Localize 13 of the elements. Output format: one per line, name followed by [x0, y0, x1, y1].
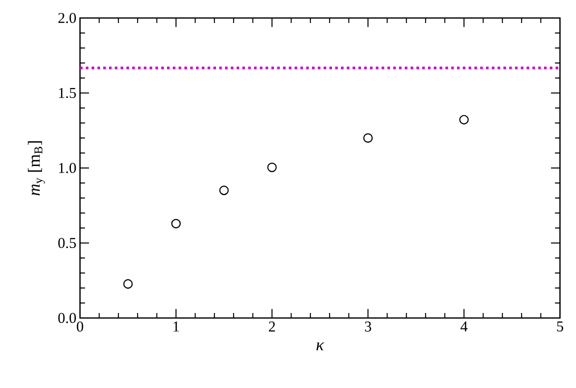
- x-tick-label: 4: [460, 322, 468, 332]
- x-tick-label: 3: [364, 322, 372, 332]
- y-tick-label: 0.0: [58, 312, 76, 324]
- x-tick-label: 2: [268, 322, 275, 332]
- x-tick-label: 0: [76, 322, 84, 332]
- x-tick-label: 5: [557, 322, 564, 332]
- x-axis-title: κ: [316, 342, 324, 350]
- y-tick-label: 0.5: [58, 238, 76, 248]
- y-tick-label: 2.0: [58, 12, 76, 24]
- x-tick-label: 1: [174, 322, 179, 332]
- y-tick-label: 1.5: [59, 88, 76, 98]
- y-tick-label: 1.0: [59, 162, 76, 174]
- y-axis-title: m$_{y}$ [m$_{B}$]: [28, 141, 45, 196]
